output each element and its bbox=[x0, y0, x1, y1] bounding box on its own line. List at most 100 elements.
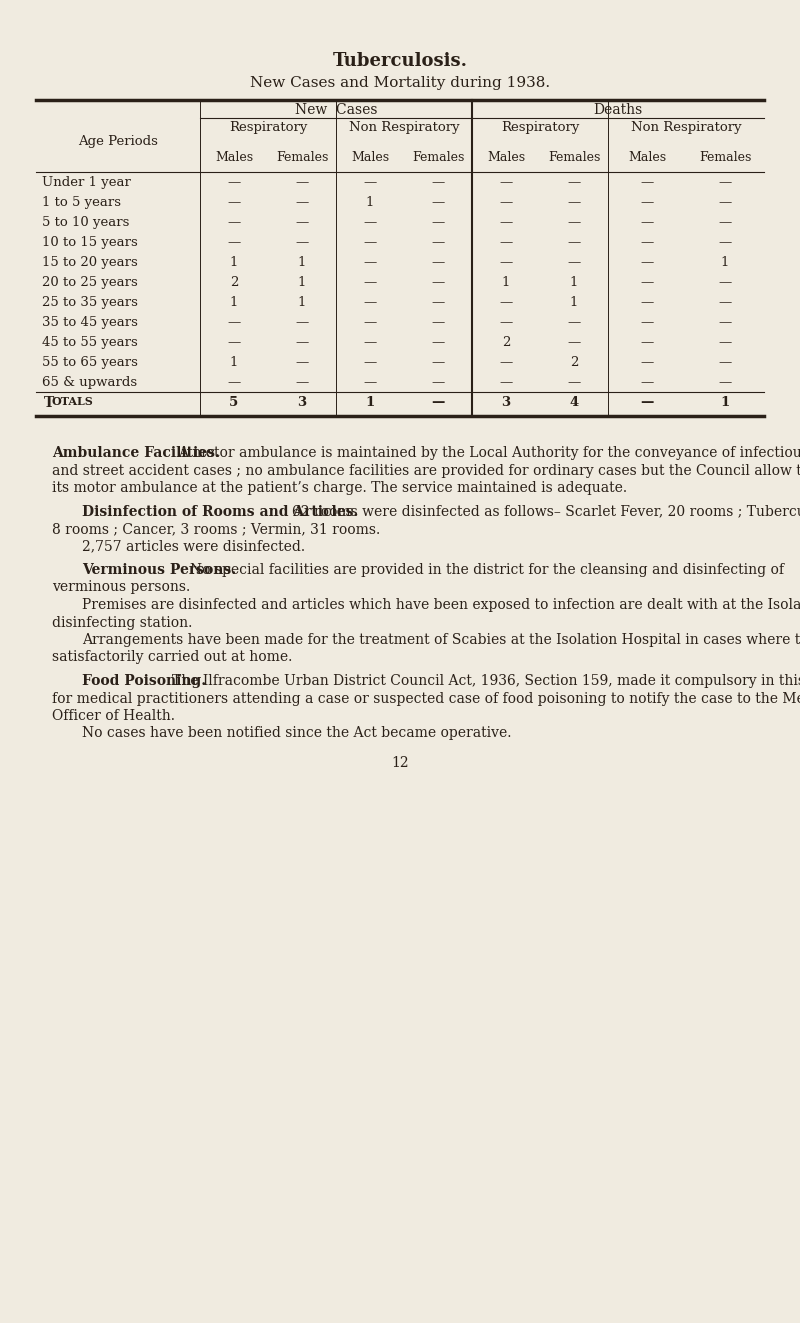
Text: 5: 5 bbox=[230, 396, 238, 409]
Text: —: — bbox=[363, 176, 377, 189]
Text: for medical practitioners attending a case or suspected case of food poisoning t: for medical practitioners attending a ca… bbox=[52, 692, 800, 705]
Text: —: — bbox=[718, 196, 732, 209]
Text: —: — bbox=[295, 196, 309, 209]
Text: Age Periods: Age Periods bbox=[78, 135, 158, 148]
Text: —: — bbox=[431, 336, 445, 349]
Text: Deaths: Deaths bbox=[594, 103, 642, 116]
Text: —: — bbox=[431, 356, 445, 369]
Text: disinfecting station.: disinfecting station. bbox=[52, 615, 192, 630]
Text: —: — bbox=[295, 216, 309, 229]
Text: New Cases and Mortality during 1938.: New Cases and Mortality during 1938. bbox=[250, 75, 550, 90]
Text: —: — bbox=[567, 176, 581, 189]
Text: 10 to 15 years: 10 to 15 years bbox=[42, 235, 138, 249]
Text: Arrangements have been made for the treatment of Scabies at the Isolation Hospit: Arrangements have been made for the trea… bbox=[82, 632, 800, 647]
Text: 2,757 articles were disinfected.: 2,757 articles were disinfected. bbox=[82, 540, 305, 553]
Text: Non Respiratory: Non Respiratory bbox=[349, 120, 459, 134]
Text: New  Cases: New Cases bbox=[294, 103, 378, 116]
Text: —: — bbox=[718, 336, 732, 349]
Text: Non Respiratory: Non Respiratory bbox=[630, 120, 742, 134]
Text: 5 to 10 years: 5 to 10 years bbox=[42, 216, 130, 229]
Text: —: — bbox=[640, 336, 654, 349]
Text: —: — bbox=[640, 277, 654, 288]
Text: 4: 4 bbox=[570, 396, 578, 409]
Text: Under 1 year: Under 1 year bbox=[42, 176, 131, 189]
Text: —: — bbox=[227, 216, 241, 229]
Text: —: — bbox=[227, 235, 241, 249]
Text: —: — bbox=[499, 296, 513, 310]
Text: Food Poisoning.: Food Poisoning. bbox=[82, 673, 206, 688]
Text: Disinfection of Rooms and Articles.: Disinfection of Rooms and Articles. bbox=[82, 504, 358, 519]
Text: —: — bbox=[363, 336, 377, 349]
Text: Females: Females bbox=[548, 151, 600, 164]
Text: Respiratory: Respiratory bbox=[229, 120, 307, 134]
Text: —: — bbox=[363, 296, 377, 310]
Text: 35 to 45 years: 35 to 45 years bbox=[42, 316, 138, 329]
Text: —: — bbox=[295, 235, 309, 249]
Text: Females: Females bbox=[412, 151, 464, 164]
Text: —: — bbox=[363, 356, 377, 369]
Text: —: — bbox=[295, 336, 309, 349]
Text: —: — bbox=[363, 376, 377, 389]
Text: 2: 2 bbox=[502, 336, 510, 349]
Text: —: — bbox=[431, 255, 445, 269]
Text: Verminous Persons.: Verminous Persons. bbox=[82, 564, 236, 577]
Text: —: — bbox=[431, 396, 445, 409]
Text: —: — bbox=[227, 176, 241, 189]
Text: —: — bbox=[640, 396, 654, 409]
Text: 1: 1 bbox=[230, 255, 238, 269]
Text: 1: 1 bbox=[570, 296, 578, 310]
Text: T: T bbox=[44, 396, 54, 410]
Text: Males: Males bbox=[351, 151, 389, 164]
Text: —: — bbox=[431, 216, 445, 229]
Text: 45 to 55 years: 45 to 55 years bbox=[42, 336, 138, 349]
Text: Officer of Health.: Officer of Health. bbox=[52, 709, 175, 722]
Text: —: — bbox=[640, 376, 654, 389]
Text: 12: 12 bbox=[391, 755, 409, 770]
Text: 1: 1 bbox=[298, 277, 306, 288]
Text: and street accident cases ; no ambulance facilities are provided for ordinary ca: and street accident cases ; no ambulance… bbox=[52, 463, 800, 478]
Text: —: — bbox=[567, 255, 581, 269]
Text: —: — bbox=[227, 376, 241, 389]
Text: 3: 3 bbox=[502, 396, 510, 409]
Text: —: — bbox=[295, 176, 309, 189]
Text: 1: 1 bbox=[230, 296, 238, 310]
Text: 65 & upwards: 65 & upwards bbox=[42, 376, 137, 389]
Text: —: — bbox=[567, 235, 581, 249]
Text: —: — bbox=[640, 235, 654, 249]
Text: 1: 1 bbox=[298, 255, 306, 269]
Text: The Ilfracombe Urban District Council Act, 1936, Section 159, made it compulsory: The Ilfracombe Urban District Council Ac… bbox=[172, 673, 800, 688]
Text: —: — bbox=[640, 356, 654, 369]
Text: 1: 1 bbox=[298, 296, 306, 310]
Text: —: — bbox=[363, 316, 377, 329]
Text: —: — bbox=[567, 316, 581, 329]
Text: verminous persons.: verminous persons. bbox=[52, 581, 190, 594]
Text: —: — bbox=[227, 196, 241, 209]
Text: —: — bbox=[431, 277, 445, 288]
Text: Tuberculosis.: Tuberculosis. bbox=[333, 52, 467, 70]
Text: —: — bbox=[567, 376, 581, 389]
Text: 8 rooms ; Cancer, 3 rooms ; Vermin, 31 rooms.: 8 rooms ; Cancer, 3 rooms ; Vermin, 31 r… bbox=[52, 523, 380, 536]
Text: —: — bbox=[718, 216, 732, 229]
Text: —: — bbox=[640, 255, 654, 269]
Text: —: — bbox=[718, 176, 732, 189]
Text: —: — bbox=[295, 376, 309, 389]
Text: —: — bbox=[363, 235, 377, 249]
Text: 2: 2 bbox=[230, 277, 238, 288]
Text: satisfactorily carried out at home.: satisfactorily carried out at home. bbox=[52, 651, 292, 664]
Text: 1: 1 bbox=[502, 277, 510, 288]
Text: Males: Males bbox=[215, 151, 253, 164]
Text: Females: Females bbox=[699, 151, 751, 164]
Text: —: — bbox=[227, 316, 241, 329]
Text: 3: 3 bbox=[298, 396, 306, 409]
Text: —: — bbox=[567, 336, 581, 349]
Text: —: — bbox=[718, 296, 732, 310]
Text: Males: Males bbox=[487, 151, 525, 164]
Text: —: — bbox=[227, 336, 241, 349]
Text: 25 to 35 years: 25 to 35 years bbox=[42, 296, 138, 310]
Text: —: — bbox=[431, 235, 445, 249]
Text: —: — bbox=[499, 196, 513, 209]
Text: —: — bbox=[640, 216, 654, 229]
Text: 1: 1 bbox=[366, 196, 374, 209]
Text: —: — bbox=[499, 176, 513, 189]
Text: —: — bbox=[718, 356, 732, 369]
